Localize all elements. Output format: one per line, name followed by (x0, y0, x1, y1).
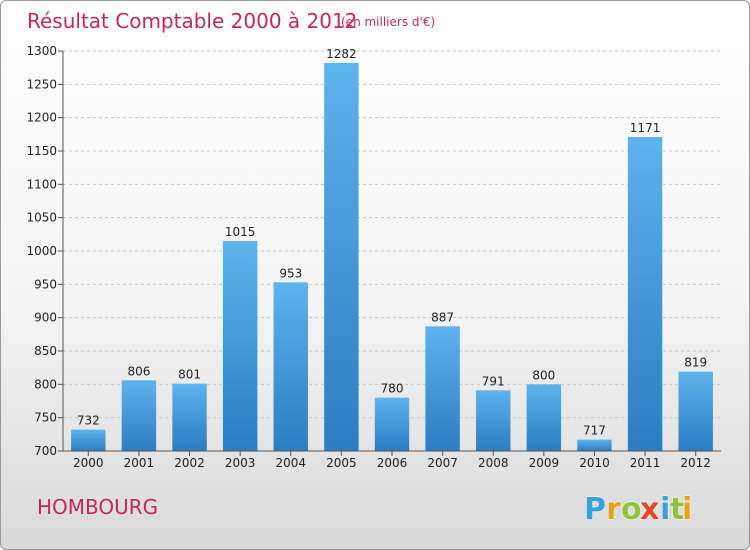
x-tick-label-2006: 2006 (377, 456, 408, 470)
x-tick-label-2008: 2008 (478, 456, 509, 470)
y-tick-label-1200: 1200 (26, 111, 57, 125)
bar-2006 (374, 397, 410, 451)
bar-2010 (577, 439, 612, 451)
logo-letter-1: r (606, 492, 621, 527)
data-label-2001: 806 (127, 364, 150, 378)
x-tick-label-2001: 2001 (124, 456, 155, 470)
bar-2000 (71, 429, 106, 451)
y-tick-label-900: 900 (34, 311, 57, 325)
bar-2004 (273, 282, 308, 451)
x-tick-label-2004: 2004 (275, 456, 306, 470)
data-label-2003: 1015 (225, 225, 256, 239)
x-tick-label-2003: 2003 (225, 456, 256, 470)
y-tick-label-1250: 1250 (26, 77, 57, 91)
y-tick-label-1050: 1050 (26, 211, 57, 225)
x-tick-label-2011: 2011 (630, 456, 661, 470)
data-label-2006: 780 (381, 382, 404, 396)
x-tick-label-2000: 2000 (73, 456, 104, 470)
y-tick-label-1150: 1150 (26, 144, 57, 158)
bar-2005 (324, 63, 359, 451)
data-label-2009: 800 (532, 368, 555, 382)
commune-name: HOMBOURG (37, 495, 158, 519)
grid-layer (63, 50, 721, 419)
bar-2012 (678, 371, 713, 451)
data-label-2004: 953 (279, 266, 302, 280)
x-tick-label-2002: 2002 (174, 456, 205, 470)
y-tick-label-1300: 1300 (26, 44, 57, 58)
y-tick-label-750: 750 (34, 411, 57, 425)
chart-subtitle: (en milliers d'€) (341, 15, 435, 29)
data-label-2002: 801 (178, 368, 201, 382)
data-label-2010: 717 (583, 424, 606, 438)
data-label-2012: 819 (684, 356, 707, 370)
y-axis-ticks: 700 750 800 850 900 950 1000 1050 1100 1150 1200 12… (26, 44, 63, 458)
chart-title: Résultat Comptable 2000 à 2012 (27, 9, 357, 33)
bar-2003 (222, 241, 258, 451)
x-tick-label-2009: 2009 (529, 456, 560, 470)
y-tick-label-1000: 1000 (26, 244, 57, 258)
bar-2008 (476, 390, 511, 451)
logo-letter-4: i (660, 492, 670, 527)
logo-letter-3: x (640, 492, 659, 527)
data-label-2007: 887 (431, 310, 454, 324)
bar-2011 (627, 137, 663, 451)
x-tick-label-2005: 2005 (326, 456, 357, 470)
x-axis-ticks: 2000 2001 2002 2003 2004 2005 2006 2007 2008 2009… (73, 451, 711, 470)
bar-2007 (425, 326, 460, 451)
data-label-2000: 732 (77, 414, 100, 428)
y-tick-label-700: 700 (34, 444, 57, 458)
logo-letter-5: t (670, 492, 684, 527)
bar-2009 (526, 384, 562, 451)
data-label-2011: 1171 (630, 121, 661, 135)
logo-letter-6: i (682, 492, 692, 527)
logo-letter-0: P (584, 492, 606, 527)
logo-letter-2: o (621, 492, 642, 527)
x-tick-label-2007: 2007 (427, 456, 458, 470)
y-tick-label-950: 950 (34, 277, 57, 291)
y-tick-label-1100: 1100 (26, 177, 57, 191)
y-tick-label-800: 800 (34, 377, 57, 391)
bar-2001 (121, 380, 157, 451)
data-label-2005: 1282 (326, 47, 357, 61)
x-tick-label-2012: 2012 (680, 456, 711, 470)
bars (71, 63, 713, 451)
data-label-2008: 791 (482, 374, 505, 388)
x-tick-label-2010: 2010 (579, 456, 610, 470)
data-labels: 732 806 801 1015 953 1282 780 887 791 800 717 1171 8… (77, 47, 707, 438)
bar-2002 (172, 383, 207, 451)
y-tick-label-850: 850 (34, 344, 57, 358)
